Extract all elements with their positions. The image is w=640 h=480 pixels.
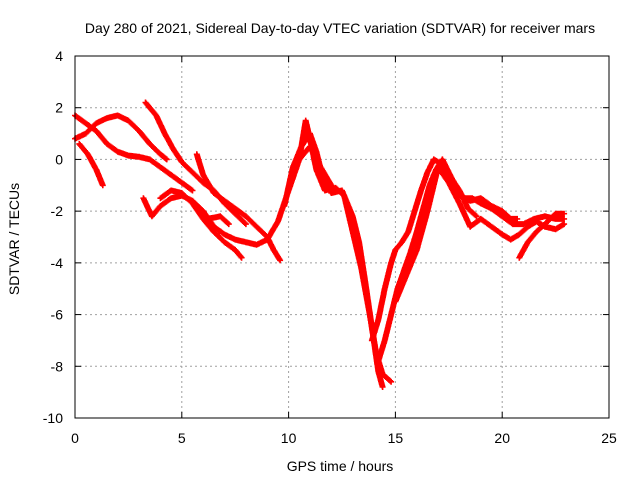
y-tick-label: 0 <box>55 151 63 167</box>
data-point-cluster <box>516 210 568 261</box>
x-tick-label: 15 <box>388 430 404 446</box>
y-tick-label: -6 <box>51 307 64 323</box>
y-tick-label: 2 <box>55 100 63 116</box>
y-tick-label: -2 <box>51 203 64 219</box>
y-axis-label: SDTVAR / TECUs <box>6 183 22 295</box>
x-tick-label: 0 <box>71 430 79 446</box>
data-points <box>72 99 568 390</box>
y-tick-label: -4 <box>51 255 64 271</box>
x-tick-label: 5 <box>178 430 186 446</box>
grid <box>75 56 609 418</box>
data-point-cluster <box>296 117 395 385</box>
data-point-cluster <box>368 156 480 344</box>
data-point-cluster <box>392 164 568 305</box>
x-tick-label: 25 <box>601 430 617 446</box>
data-point-cluster <box>76 140 106 189</box>
y-tick-label: -8 <box>51 358 64 374</box>
data-point-cluster <box>375 156 568 365</box>
x-axis-label: GPS time / hours <box>287 458 394 474</box>
data-point-cluster <box>193 151 284 264</box>
plot-frame <box>74 55 610 419</box>
data-point-cluster <box>195 205 232 228</box>
y-tick-label: 4 <box>55 48 63 64</box>
y-tick-label: -10 <box>43 410 63 426</box>
chart-title: Day 280 of 2021, Sidereal Day-to-day VTE… <box>85 20 595 36</box>
x-tick-label: 20 <box>494 430 510 446</box>
x-tick-label: 10 <box>281 430 297 446</box>
data-point-cluster <box>157 187 245 261</box>
data-point-cluster <box>439 161 521 222</box>
